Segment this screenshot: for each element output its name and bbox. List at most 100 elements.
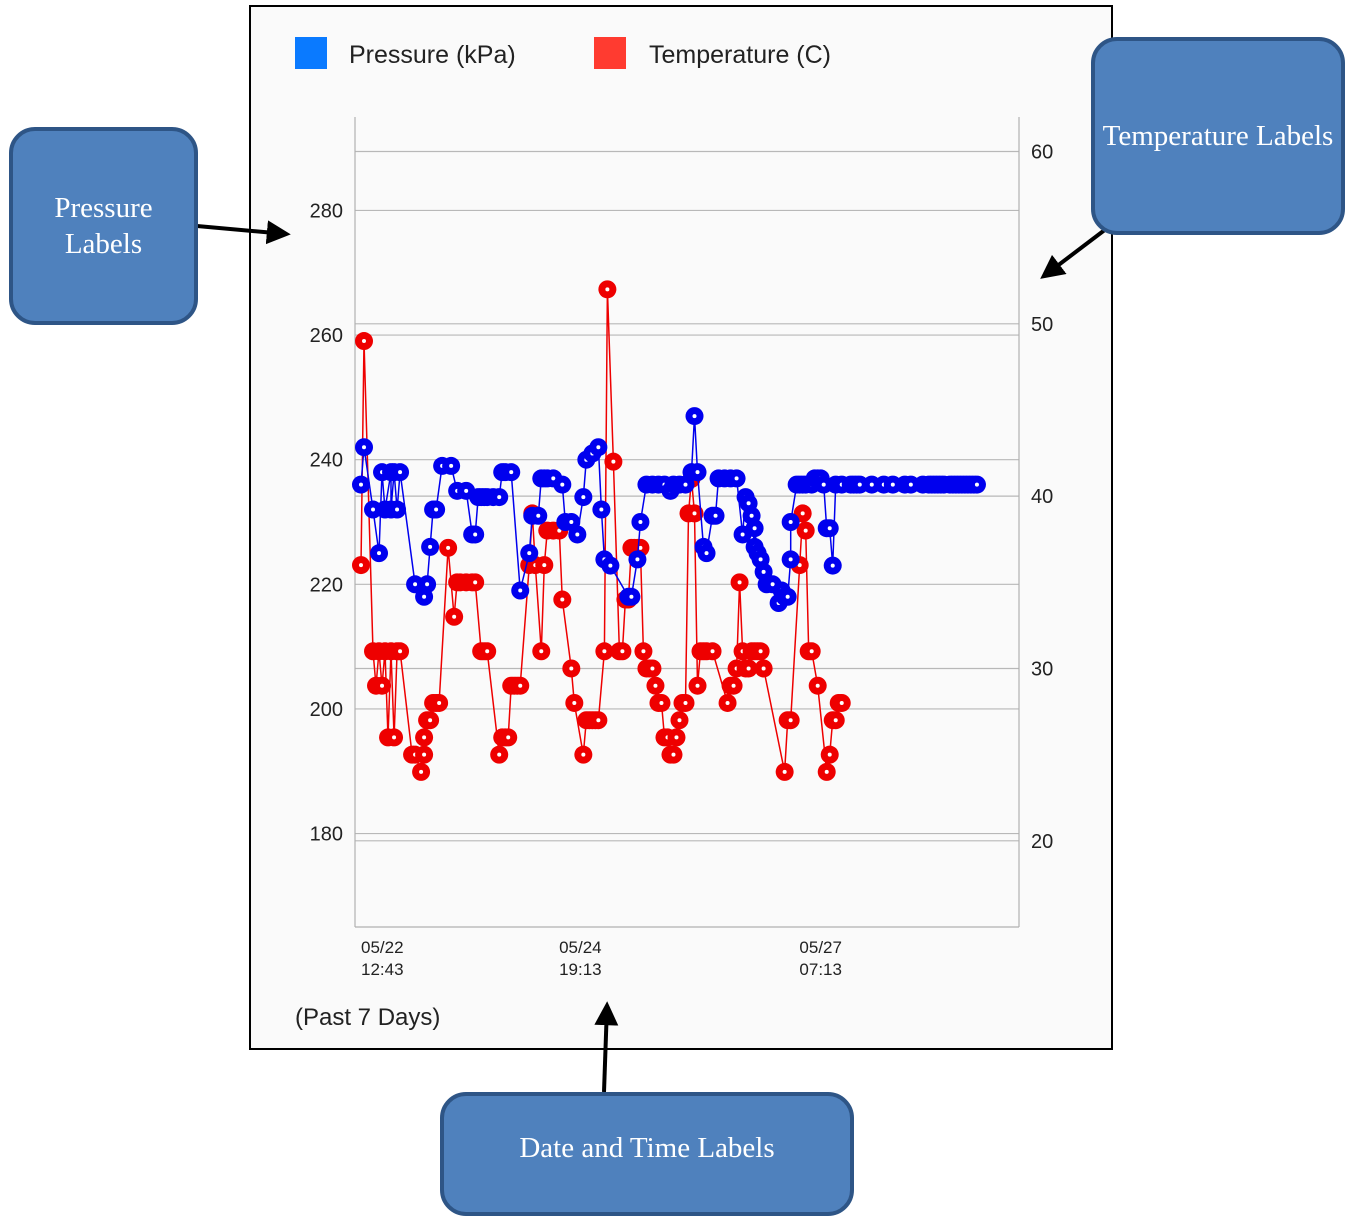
legend-label-pressure: Pressure (kPa): [349, 41, 516, 69]
x-tick-date: 05/24: [559, 938, 602, 957]
pressure-point-dot: [449, 463, 454, 468]
pressure-point-dot: [518, 588, 523, 593]
pressure-point-dot: [635, 557, 640, 562]
temperature-point-dot: [605, 287, 610, 292]
temperature-point-dot: [419, 769, 424, 774]
temperature-point-dot: [581, 752, 586, 757]
temperature-point-dot: [518, 683, 523, 688]
temperature-point-dot: [797, 563, 802, 568]
legend-swatch-pressure: [295, 37, 327, 69]
pressure-point-dot: [425, 582, 430, 587]
pressure-point-dot: [788, 557, 793, 562]
temperature-point-dot: [542, 563, 547, 568]
temperature-point-dot: [569, 666, 574, 671]
callout-pressure-text: Pressure Labels: [54, 191, 153, 260]
pressure-point-dot: [527, 551, 532, 556]
chart-svg: Pressure (kPa) Temperature (C) 180 200 220…: [295, 37, 1053, 1031]
x-tick-date: 05/22: [361, 938, 404, 957]
pressure-point-dot: [497, 495, 502, 500]
pressure-point-dot: [569, 520, 574, 524]
pressure-point-dot: [596, 445, 601, 450]
pressure-point-dot: [752, 526, 757, 531]
temperature-tick-label: 60: [1031, 141, 1053, 163]
pressure-point-dot: [734, 476, 739, 481]
pressure-point-dot: [740, 532, 745, 537]
pressure-point-dot: [377, 551, 382, 556]
pressure-point-dot: [629, 594, 634, 599]
temperature-point-dot: [422, 752, 427, 757]
pressure-point-dot: [746, 501, 751, 506]
x-tick-date: 05/27: [799, 938, 842, 957]
pressure-point-dot: [428, 544, 433, 549]
callout-pressure-labels: Pressure Labels: [9, 127, 198, 325]
pressure-point-dot: [362, 445, 367, 450]
pressure-point-dot: [758, 557, 763, 562]
pressure-point-dot: [551, 476, 556, 481]
temperature-tick-label: 50: [1031, 314, 1053, 336]
pressure-point-dot: [869, 482, 874, 487]
pressure-point-dot: [770, 582, 775, 587]
temperature-point-dot: [737, 580, 742, 585]
legend-label-temperature: Temperature (C): [649, 41, 831, 69]
pressure-point-dot: [608, 563, 613, 568]
temperature-point-dot: [428, 718, 433, 723]
temperature-point-dot: [539, 649, 544, 654]
pressure-point-dot: [509, 470, 514, 475]
pressure-tick-label: 180: [310, 824, 343, 846]
temperature-point-dot: [788, 718, 793, 723]
temperature-point-dot: [710, 649, 715, 654]
temperature-point-dot: [497, 752, 502, 757]
temperature-point-dot: [359, 563, 363, 568]
pressure-tick-label: 220: [310, 574, 343, 596]
temperature-point-dot: [695, 683, 700, 688]
temperature-point-dot: [650, 666, 655, 671]
temperature-point-dot: [758, 649, 763, 654]
chart-panel: Pressure (kPa) Temperature (C) 180 200 220…: [249, 5, 1113, 1050]
temperature-point-dot: [446, 545, 451, 550]
temperature-point-dot: [611, 459, 616, 464]
temperature-point-dot: [560, 597, 565, 602]
temperature-point-dot: [392, 735, 397, 740]
temperature-point-dot: [506, 735, 511, 740]
pressure-point-dot: [599, 507, 604, 512]
pressure-point-dot: [830, 563, 835, 568]
temperature-point-dot: [641, 649, 646, 654]
pressure-point-dot: [536, 513, 541, 518]
pressure-point-dot: [821, 482, 826, 487]
x-tick-time: 12:43: [361, 960, 404, 979]
pressure-tick-label: 200: [310, 699, 343, 721]
legend-swatch-temperature: [594, 37, 626, 69]
series-pressure: [352, 407, 986, 612]
legend: Pressure (kPa) Temperature (C): [295, 37, 831, 69]
pressure-tick-label: 280: [310, 200, 343, 222]
temperature-point-dot: [731, 683, 736, 688]
x-tick-time: 19:13: [559, 960, 602, 979]
temperature-tick-labels: 20 30 40 50 60: [1031, 141, 1053, 852]
temperature-point-dot: [620, 649, 625, 654]
temperature-point-dot: [473, 580, 478, 585]
temperature-point-dot: [674, 735, 679, 740]
pressure-point-dot: [908, 482, 913, 487]
pressure-point-dot: [827, 526, 832, 531]
callout-datetime-labels: Date and Time Labels: [440, 1092, 854, 1216]
temperature-point-dot: [683, 700, 688, 705]
pressure-point-dot: [692, 414, 697, 419]
pressure-point-dot: [464, 488, 469, 493]
temperature-point-dot: [362, 339, 367, 344]
x-tick-time: 07:13: [799, 960, 842, 979]
temperature-point-dot: [746, 666, 751, 671]
pressure-point-dot: [857, 482, 862, 487]
pressure-point-dot: [761, 569, 766, 574]
pressure-point-dot: [395, 507, 400, 512]
pressure-point-dot: [434, 507, 439, 512]
pressure-point-dot: [704, 551, 709, 556]
pressure-point-dot: [359, 482, 363, 487]
temperature-point-dot: [572, 700, 577, 705]
temperature-point-dot: [800, 511, 805, 516]
temperature-point-dot: [380, 683, 385, 688]
temperature-point-dot: [485, 649, 490, 654]
callout-temperature-text: Temperature Labels: [1102, 119, 1334, 152]
temperature-point-dot: [809, 649, 814, 654]
pressure-point-dot: [371, 507, 376, 512]
temperature-point-dot: [653, 683, 658, 688]
